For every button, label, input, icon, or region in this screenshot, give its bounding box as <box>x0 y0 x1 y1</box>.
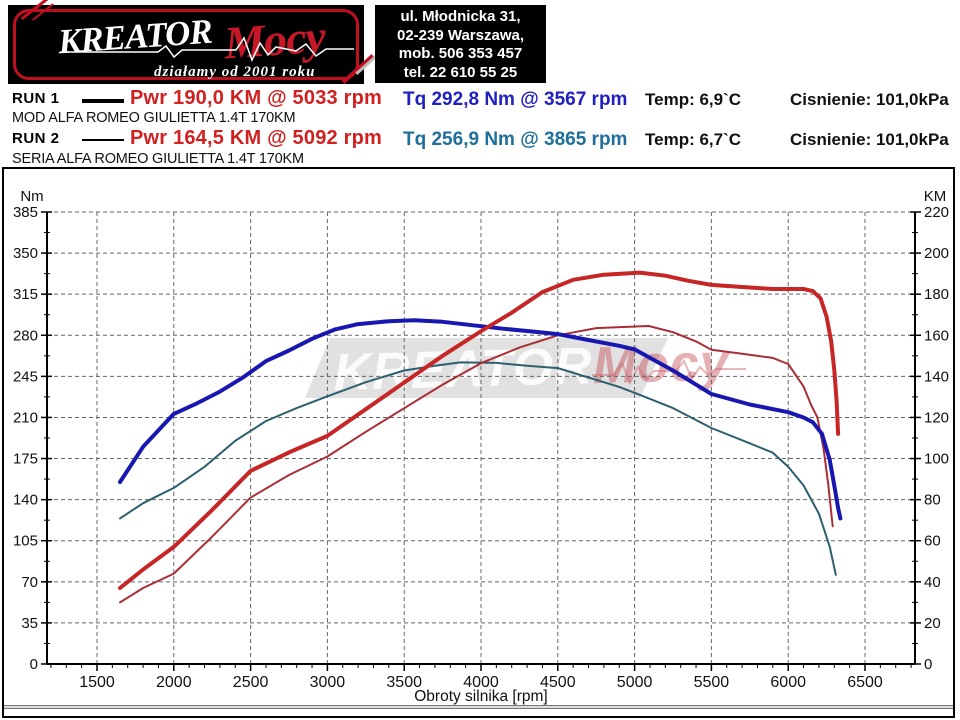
svg-text:5500: 5500 <box>694 674 730 691</box>
ecg-heartbeat-icon <box>60 36 354 62</box>
svg-text:175: 175 <box>13 451 38 468</box>
svg-text:0: 0 <box>924 656 932 673</box>
run1-power-value: Pwr 190,0 KM @ 5033 rpm <box>130 87 382 109</box>
dyno-chart: KREATORMocy38535031528024521017514010570… <box>13 188 949 705</box>
svg-text:350: 350 <box>13 245 38 262</box>
left-axis-title: Nm <box>20 188 43 205</box>
svg-text:4500: 4500 <box>540 674 576 691</box>
svg-text:60: 60 <box>924 533 941 550</box>
svg-text:210: 210 <box>13 409 38 426</box>
brand-tagline: działamy od 2001 roku <box>154 64 316 80</box>
address-line: tel. 22 610 55 25 <box>403 63 518 81</box>
torque-mod-curve <box>118 318 843 521</box>
svg-text:100: 100 <box>924 451 949 468</box>
svg-text:140: 140 <box>13 492 38 509</box>
svg-text:40: 40 <box>924 574 941 591</box>
svg-text:3500: 3500 <box>386 674 422 691</box>
x-axis-title: Obroty silnika [rpm] <box>414 688 548 705</box>
address-line: 02-239 Warszawa, <box>396 26 525 44</box>
svg-text:20: 20 <box>924 615 941 632</box>
svg-text:6000: 6000 <box>770 674 806 691</box>
dyno-chart-panel: KREATORMocy 385 350 315 280 245 210 175 140 105 70… <box>2 167 955 718</box>
svg-text:180: 180 <box>924 286 949 303</box>
right-axis-title: KM <box>924 188 947 205</box>
run1-temperature: Temp: 6,9`C <box>645 90 742 109</box>
brand-logo: KREATOR Mocy działamy od 2001 roku <box>8 0 383 84</box>
run1-line-swatch <box>82 99 124 103</box>
svg-text:280: 280 <box>13 327 38 344</box>
svg-text:315: 315 <box>13 286 38 303</box>
svg-text:220: 220 <box>924 204 949 221</box>
svg-text:200: 200 <box>924 245 949 262</box>
svg-text:385: 385 <box>13 204 38 221</box>
svg-text:80: 80 <box>924 492 941 509</box>
run2-pressure: Cisnienie: 101,0kPa <box>790 130 949 149</box>
svg-text:6500: 6500 <box>847 674 883 691</box>
address-line: ul. Młodnicka 31, <box>400 8 521 25</box>
address-box: ul. Młodnicka 31, 02-239 Warszawa, mob. … <box>375 5 546 83</box>
run2-torque-value: Tq 256,9 Nm @ 3865 rpm <box>403 129 628 150</box>
svg-text:1500: 1500 <box>79 674 115 691</box>
svg-text:120: 120 <box>924 409 949 426</box>
bottom-bevel-divider <box>4 705 953 709</box>
watermark-ecg-icon <box>592 359 746 386</box>
svg-text:70: 70 <box>21 574 38 591</box>
run2-temperature: Temp: 6,7`C <box>645 130 742 149</box>
svg-text:35: 35 <box>21 615 38 632</box>
svg-text:5000: 5000 <box>617 674 653 691</box>
power-mod-curve <box>118 270 841 590</box>
torque-stock-curve <box>119 361 837 576</box>
svg-text:2000: 2000 <box>156 674 192 691</box>
svg-text:105: 105 <box>13 533 38 550</box>
svg-text:3000: 3000 <box>310 674 346 691</box>
run1-label: RUN 1 <box>12 90 60 107</box>
run2-label: RUN 2 <box>12 130 60 147</box>
run2-line-swatch <box>82 139 124 141</box>
run1-torque-value: Tq 292,8 Nm @ 3567 rpm <box>403 89 628 110</box>
svg-text:245: 245 <box>13 368 38 385</box>
power-stock-curve <box>119 325 834 604</box>
address-line: mob. 506 353 457 <box>398 45 523 62</box>
run1-description: MOD ALFA ROMEO GIULIETTA 1.4T 170KM <box>12 110 296 126</box>
logo-red-frame <box>13 9 359 80</box>
run1-pressure: Cisnienie: 101,0kPa <box>790 90 949 109</box>
svg-text:160: 160 <box>924 327 949 344</box>
watermark-band <box>305 338 668 398</box>
run2-description: SERIA ALFA ROMEO GIULIETTA 1.4T 170KM <box>12 151 304 167</box>
svg-text:140: 140 <box>924 368 949 385</box>
svg-text:2500: 2500 <box>233 674 269 691</box>
run2-power-value: Pwr 164,5 KM @ 5092 rpm <box>130 127 382 149</box>
svg-text:4000: 4000 <box>463 674 499 691</box>
svg-text:0: 0 <box>30 656 38 673</box>
